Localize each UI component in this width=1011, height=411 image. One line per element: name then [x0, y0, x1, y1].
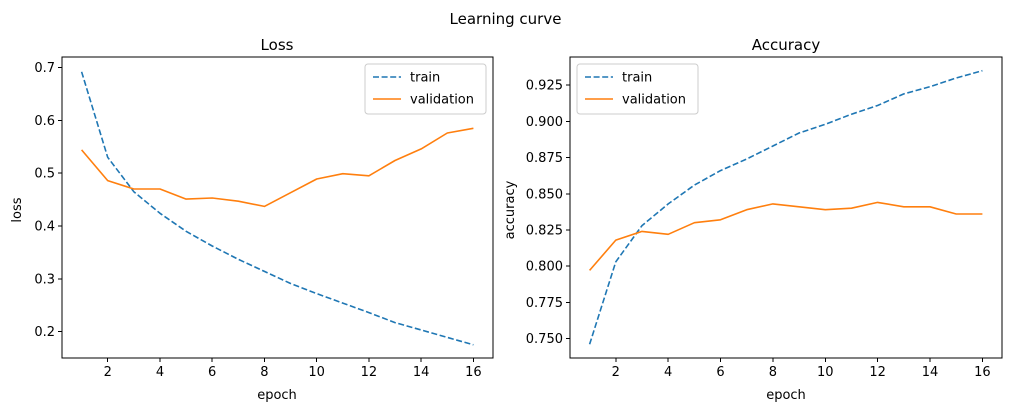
loss-legend: train validation: [364, 63, 487, 115]
accuracy-ytick-label: 0.800: [526, 260, 563, 275]
accuracy-legend-label-validation: validation: [622, 93, 686, 108]
loss-ytick-label: 0.5: [34, 167, 55, 182]
loss-series-train: [80, 71, 474, 346]
loss-ytick-label: 0.3: [34, 272, 55, 287]
accuracy-xtick-label: 12: [869, 365, 886, 380]
accuracy-xtick-label: 14: [922, 365, 939, 380]
loss-xtick-label: 4: [156, 365, 164, 380]
loss-chart-xlabel: epoch: [257, 388, 297, 403]
loss-axes-frame: [61, 56, 494, 359]
loss-chart: Loss epoch loss 2 4 6 8 10 12 14 16 0.2 0.3 0.4 0.5…: [10, 36, 494, 403]
accuracy-axes-frame: [569, 56, 1003, 359]
loss-chart-title: Loss: [261, 36, 294, 54]
accuracy-series-train: [588, 69, 983, 345]
accuracy-series-validation: [588, 201, 983, 271]
accuracy-plot-area: 2 4 6 8 10 12 14 16 0.750 0.775 0.800 0.825 0.850 0.8…: [526, 56, 1003, 380]
accuracy-chart-ylabel: accuracy: [503, 180, 518, 239]
loss-ytick-label: 0.6: [34, 114, 55, 129]
loss-legend-label-train: train: [410, 71, 440, 86]
accuracy-xtick-label: 4: [664, 365, 672, 380]
loss-xtick-label: 10: [308, 365, 325, 380]
loss-xtick-label: 2: [104, 365, 112, 380]
loss-chart-ylabel: loss: [10, 197, 25, 222]
loss-ytick-label: 0.2: [34, 325, 55, 340]
loss-xtick-label: 14: [413, 365, 430, 380]
loss-plot-area: 2 4 6 8 10 12 14 16 0.2 0.3 0.4 0.5 0.6 0.7 train valid…: [34, 56, 494, 380]
accuracy-xtick-label: 10: [817, 365, 834, 380]
loss-ytick-label: 0.7: [34, 61, 55, 76]
accuracy-xtick-label: 16: [974, 365, 991, 380]
accuracy-ytick-label: 0.925: [526, 79, 563, 94]
accuracy-ytick-label: 0.775: [526, 296, 563, 311]
accuracy-ytick-label: 0.850: [526, 187, 563, 202]
loss-series-validation: [80, 127, 474, 208]
loss-xtick-label: 6: [208, 365, 216, 380]
accuracy-xtick-label: 8: [769, 365, 777, 380]
accuracy-ytick-label: 0.825: [526, 223, 563, 238]
accuracy-ytick-label: 0.875: [526, 151, 563, 166]
loss-xtick-label: 12: [361, 365, 378, 380]
accuracy-ytick-label: 0.900: [526, 115, 563, 130]
figure-suptitle: Learning curve: [450, 10, 562, 28]
loss-ytick-label: 0.4: [34, 219, 55, 234]
accuracy-legend-label-train: train: [622, 71, 652, 86]
accuracy-xtick-label: 6: [716, 365, 724, 380]
accuracy-ytick-label: 0.750: [526, 332, 563, 347]
accuracy-legend: train validation: [576, 63, 699, 115]
loss-xtick-label: 16: [465, 365, 482, 380]
accuracy-chart-title: Accuracy: [752, 36, 821, 54]
accuracy-chart-xlabel: epoch: [766, 388, 806, 403]
loss-xtick-label: 8: [260, 365, 268, 380]
accuracy-xtick-label: 2: [612, 365, 620, 380]
accuracy-chart: Accuracy epoch accuracy 2 4 6 8 10 12 14 16 0.75…: [503, 36, 1003, 403]
loss-legend-label-validation: validation: [410, 93, 474, 108]
